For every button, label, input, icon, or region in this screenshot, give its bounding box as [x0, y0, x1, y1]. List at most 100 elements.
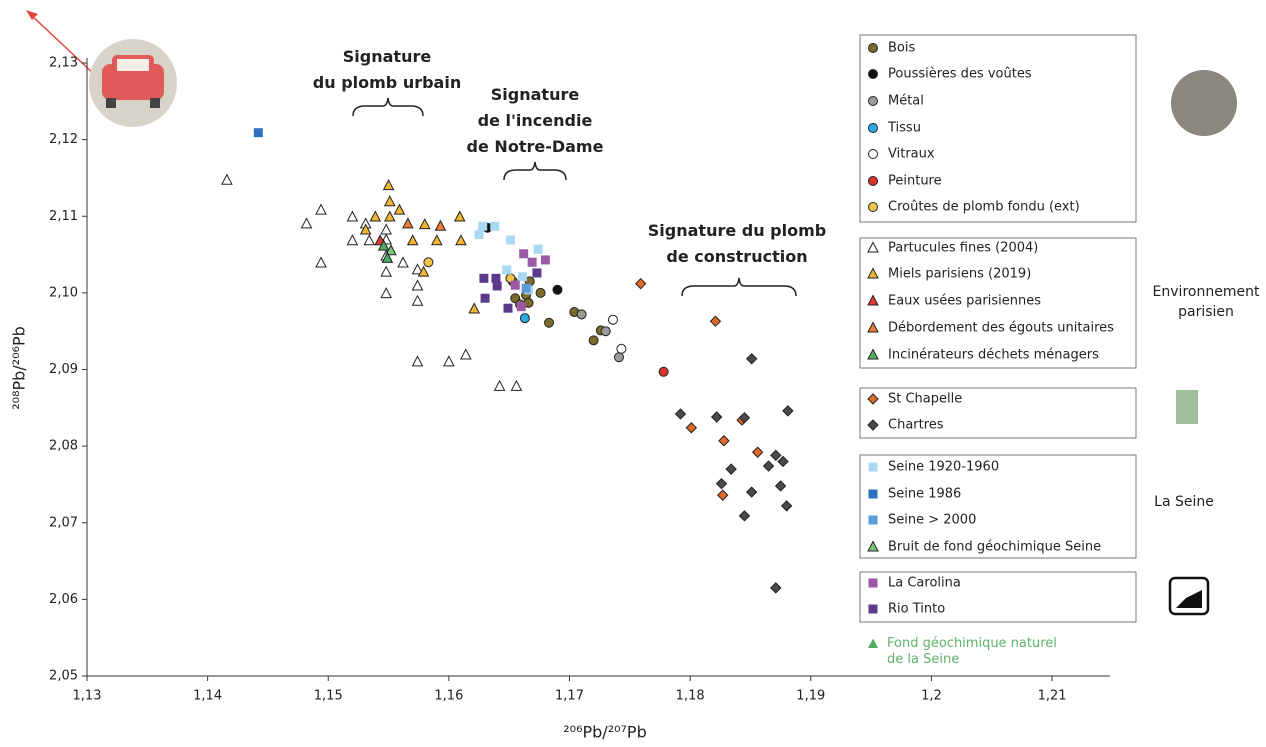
legend-label: Croûtes de plomb fondu (ext): [888, 200, 1080, 215]
data-point: [495, 381, 505, 391]
data-point: [491, 274, 500, 283]
data-point: [520, 314, 529, 323]
data-point: [541, 255, 550, 264]
data-point: [675, 409, 685, 419]
data-point: [413, 296, 423, 306]
data-point: [771, 583, 781, 593]
data-point: [403, 218, 413, 228]
data-point: [553, 285, 562, 294]
annotation: Signature du plomb de construction: [648, 218, 826, 270]
legend-marker: [869, 150, 878, 159]
y-tick-label: 2,08: [49, 439, 78, 454]
data-point: [469, 303, 479, 313]
data-point: [444, 356, 454, 366]
data-point: [316, 205, 326, 215]
legend-label: Tissu: [887, 121, 921, 136]
data-point: [601, 327, 610, 336]
data-point: [302, 218, 312, 228]
data-point: [385, 196, 395, 206]
legend-label: Chartres: [888, 418, 944, 433]
legend-marker: [868, 350, 878, 360]
data-point: [718, 490, 728, 500]
legend-label: Miels parisiens (2019): [888, 267, 1031, 282]
data-point: [589, 336, 598, 345]
data-point: [385, 212, 395, 222]
legend-label: Vitraux: [888, 147, 935, 162]
legend-marker: [869, 124, 878, 133]
data-point: [764, 461, 774, 471]
data-point: [364, 235, 374, 245]
data-point: [771, 450, 781, 460]
data-point: [420, 219, 430, 229]
data-point: [413, 280, 423, 290]
data-point: [739, 511, 749, 521]
data-point: [254, 128, 263, 137]
x-axis-label: ²⁰⁶Pb/²⁰⁷Pb: [563, 723, 646, 742]
legend-label: Poussières des voûtes: [888, 67, 1032, 82]
legend-marker: [868, 420, 878, 430]
legend-label: Métal: [888, 94, 924, 109]
data-point: [475, 230, 484, 239]
data-point: [381, 225, 391, 235]
data-point: [717, 479, 727, 489]
data-point: [528, 258, 537, 267]
data-point: [490, 222, 499, 231]
data-point: [659, 367, 668, 376]
x-tick-label: 1,2: [921, 689, 942, 704]
legend-marker: [868, 542, 878, 552]
chart: ²⁰⁶Pb/²⁰⁷Pb ²⁰⁸Pb/²⁰⁶Pb 1,131,141,151,16…: [0, 0, 1266, 747]
cathedral-icon: [1176, 390, 1198, 424]
legend-marker: [869, 97, 878, 106]
legend-label: Fond géochimique naturel de la Seine: [887, 636, 1057, 668]
legend-label: Peinture: [888, 174, 942, 189]
data-point: [776, 481, 786, 491]
data-point: [747, 487, 757, 497]
data-point: [370, 212, 380, 222]
data-point: [545, 318, 554, 327]
y-tick-label: 2,10: [49, 285, 78, 300]
y-tick-label: 2,11: [49, 209, 78, 224]
legend-label: Incinérateurs déchets ménagers: [888, 348, 1099, 363]
y-tick-label: 2,12: [49, 132, 78, 147]
data-point: [347, 235, 357, 245]
data-point: [347, 212, 357, 222]
data-point: [726, 464, 736, 474]
legend-marker: [869, 490, 878, 499]
data-point: [747, 354, 757, 364]
data-point: [534, 245, 543, 254]
data-point: [686, 423, 696, 433]
legend-marker: [869, 579, 878, 588]
stone-icon: [1171, 70, 1237, 136]
data-point: [511, 281, 520, 290]
data-point: [316, 257, 326, 267]
group-label: La Seine: [1154, 492, 1214, 512]
legend-label: Seine 1986: [888, 487, 961, 502]
data-point: [518, 272, 527, 281]
data-point: [710, 316, 720, 326]
legend-label: Rio Tinto: [888, 602, 945, 617]
data-point: [614, 353, 623, 362]
data-point: [493, 281, 502, 290]
data-point: [782, 501, 792, 511]
legend-marker: [869, 70, 878, 79]
data-point: [455, 212, 465, 222]
data-point: [502, 265, 511, 274]
legend-marker: [868, 269, 878, 279]
legend-marker: [869, 516, 878, 525]
legend-marker: [868, 639, 878, 649]
data-point: [408, 235, 418, 245]
page: ²⁰⁶Pb/²⁰⁷Pb ²⁰⁸Pb/²⁰⁶Pb 1,131,141,151,16…: [0, 0, 1266, 747]
legend-marker: [868, 394, 878, 404]
x-tick-label: 1,14: [193, 689, 222, 704]
x-tick-label: 1,21: [1038, 689, 1067, 704]
legend-label: Seine > 2000: [888, 513, 976, 528]
x-tick-label: 1,15: [314, 689, 343, 704]
data-point: [413, 356, 423, 366]
legend-label: Seine 1920-1960: [888, 460, 999, 475]
data-point: [519, 249, 528, 258]
data-point: [503, 304, 512, 313]
legend-label: Eaux usées parisiennes: [888, 294, 1041, 309]
legend-marker: [868, 323, 878, 333]
y-tick-label: 2,13: [49, 56, 78, 71]
legend-marker: [869, 44, 878, 53]
